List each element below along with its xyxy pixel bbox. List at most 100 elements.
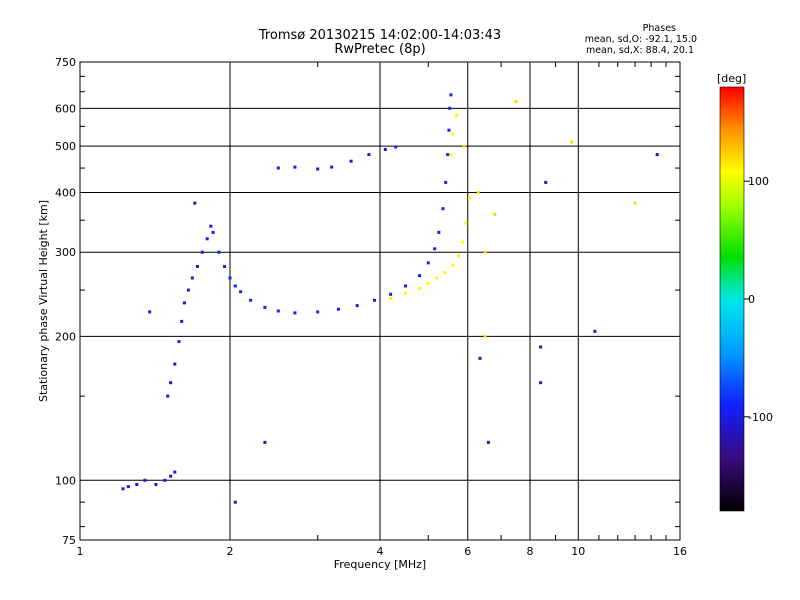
y-tick-labels: 75 100 200 300 400 500 600 750 (55, 56, 76, 547)
data-point (449, 153, 453, 157)
y-tick-label: 600 (55, 102, 76, 115)
data-point (444, 180, 448, 184)
x-tick-label: 2 (227, 545, 234, 558)
data-point (367, 153, 371, 157)
data-point (404, 291, 407, 295)
data-point (190, 276, 194, 280)
colorbar-tick-label: 100 (748, 175, 769, 188)
x-tick-label: 16 (673, 545, 687, 558)
data-point (249, 298, 253, 302)
axis-ticks (80, 62, 680, 540)
data-point (169, 474, 173, 478)
y-tick-label: 300 (55, 246, 76, 259)
data-point (478, 356, 482, 360)
data-point (483, 250, 487, 254)
colorbar-tick-label: -100 (748, 411, 773, 424)
data-point (418, 274, 421, 278)
data-point (418, 286, 421, 290)
phase-stats-x: mean, sd,X: 88.4, 20.1 (586, 45, 694, 56)
data-point (200, 250, 204, 254)
data-point (143, 478, 147, 482)
data-point (483, 334, 487, 338)
data-point (233, 284, 237, 288)
colorbar-tick-label: 0 (748, 293, 755, 306)
phase-stats-annotation: Phases mean, sd,O: -92.1, 15.0 mean, sd,… (585, 23, 697, 56)
data-point (211, 230, 215, 234)
data-point (173, 362, 177, 366)
data-point (263, 305, 267, 309)
x-tick-label: 4 (377, 545, 384, 558)
y-axis-label: Stationary phase Virtual Height [km] (37, 200, 50, 402)
data-point (437, 230, 441, 234)
y-tick-label: 200 (55, 330, 76, 343)
data-point (464, 221, 468, 225)
data-point (655, 153, 659, 157)
data-point (126, 485, 130, 489)
data-point (193, 201, 197, 205)
y-tick-label: 750 (55, 56, 76, 69)
data-point (148, 310, 152, 314)
chart-titles: Tromsø 20130215 14:02:00-14:03:43 RwPret… (258, 28, 501, 57)
data-point (223, 265, 226, 268)
data-point (404, 284, 407, 288)
plot-area (79, 61, 681, 541)
chart-title: Tromsø 20130215 14:02:00-14:03:43 (258, 28, 501, 43)
data-point (373, 298, 376, 302)
data-points (121, 93, 659, 504)
data-point (593, 329, 597, 333)
data-point (539, 381, 543, 385)
phase-stats-o: mean, sd,O: -92.1, 15.0 (585, 34, 697, 45)
grid-lines (80, 62, 680, 540)
data-point (633, 201, 637, 205)
data-point (180, 319, 184, 323)
data-point (293, 165, 297, 169)
data-point (316, 310, 320, 314)
data-point (441, 207, 445, 211)
x-tick-label: 6 (464, 545, 471, 558)
data-point (462, 144, 466, 148)
data-point (426, 282, 430, 285)
data-point (330, 165, 334, 169)
data-point (217, 250, 221, 254)
data-point (173, 470, 177, 474)
data-point (169, 381, 173, 385)
y-tick-label: 75 (62, 534, 76, 547)
colorbar-ticks: 100 0 -100 (744, 175, 773, 424)
x-tick-label: 10 (571, 545, 585, 558)
data-point (233, 500, 237, 504)
data-point (443, 271, 447, 275)
data-point (460, 240, 464, 244)
data-point (426, 261, 430, 265)
data-point (448, 106, 452, 110)
data-point (186, 288, 190, 292)
data-point (135, 483, 139, 486)
data-point (195, 265, 199, 268)
data-point (447, 128, 451, 132)
data-point (457, 254, 460, 258)
data-point (451, 263, 455, 267)
colorbar: [deg] 100 0 -100 (717, 72, 773, 512)
y-tick-label: 100 (55, 474, 76, 487)
data-point (209, 224, 213, 228)
data-point (389, 292, 393, 296)
data-point (383, 148, 387, 151)
data-point (468, 196, 471, 200)
data-point (166, 394, 170, 398)
data-point (349, 159, 353, 163)
x-tick-label: 1 (77, 545, 84, 558)
data-point (514, 100, 518, 103)
x-axis-label: Frequency [MHz] (334, 558, 426, 571)
data-point (177, 340, 181, 344)
data-point (276, 309, 280, 313)
data-point (544, 180, 548, 184)
data-point (205, 237, 209, 241)
data-point (163, 478, 167, 482)
data-point (449, 93, 453, 97)
colorbar-gradient (719, 86, 745, 512)
data-point (433, 247, 437, 251)
data-point (316, 167, 320, 171)
data-point (263, 440, 267, 444)
data-point (394, 145, 398, 149)
data-point (446, 153, 450, 157)
data-point (493, 212, 497, 216)
